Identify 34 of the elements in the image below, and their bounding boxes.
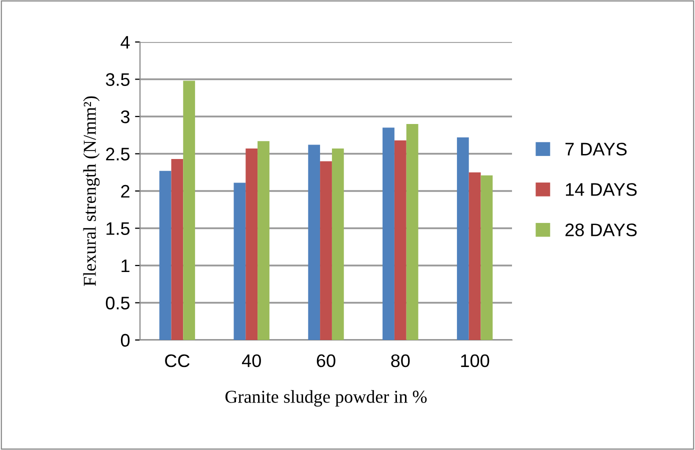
bar — [159, 170, 172, 340]
bar — [382, 128, 394, 340]
y-tick-label: 2.5 — [106, 148, 130, 160]
y-tick-label: 2 — [121, 184, 130, 198]
x-tick-label: 80 — [391, 354, 410, 368]
legend-label: 28 DAYS — [565, 224, 637, 236]
bar — [246, 148, 258, 340]
y-tick-label: 3 — [120, 110, 130, 124]
y-tick-label: 1 — [122, 260, 130, 272]
legend-label: 7 DAYS — [566, 142, 627, 156]
bar — [394, 140, 406, 340]
bar — [234, 182, 246, 340]
y-tick-label: 4 — [120, 36, 130, 49]
x-axis-title: Granite sludge powder in % — [225, 390, 427, 407]
y-tick-label: 1.5 — [106, 222, 130, 235]
y-tick-label: 0.5 — [106, 296, 130, 310]
x-tick-label: CC — [165, 354, 190, 368]
x-tick-label: 60 — [316, 354, 336, 368]
bar — [468, 172, 481, 340]
bar — [480, 175, 493, 340]
bar — [171, 158, 184, 340]
bar — [183, 80, 196, 340]
bar — [320, 161, 332, 340]
bar — [456, 137, 469, 340]
x-tick-label: 40 — [242, 354, 261, 368]
x-tick-label: 100 — [461, 354, 490, 368]
y-axis-title: Flexural strength (N/mm²) — [83, 96, 100, 286]
bar — [406, 124, 418, 340]
y-tick-label: 0 — [120, 334, 130, 347]
bar — [308, 144, 320, 340]
legend-label: 14 DAYS — [566, 183, 637, 196]
y-tick-label: 3.5 — [106, 73, 130, 86]
bar — [258, 141, 270, 340]
bar — [332, 148, 344, 340]
